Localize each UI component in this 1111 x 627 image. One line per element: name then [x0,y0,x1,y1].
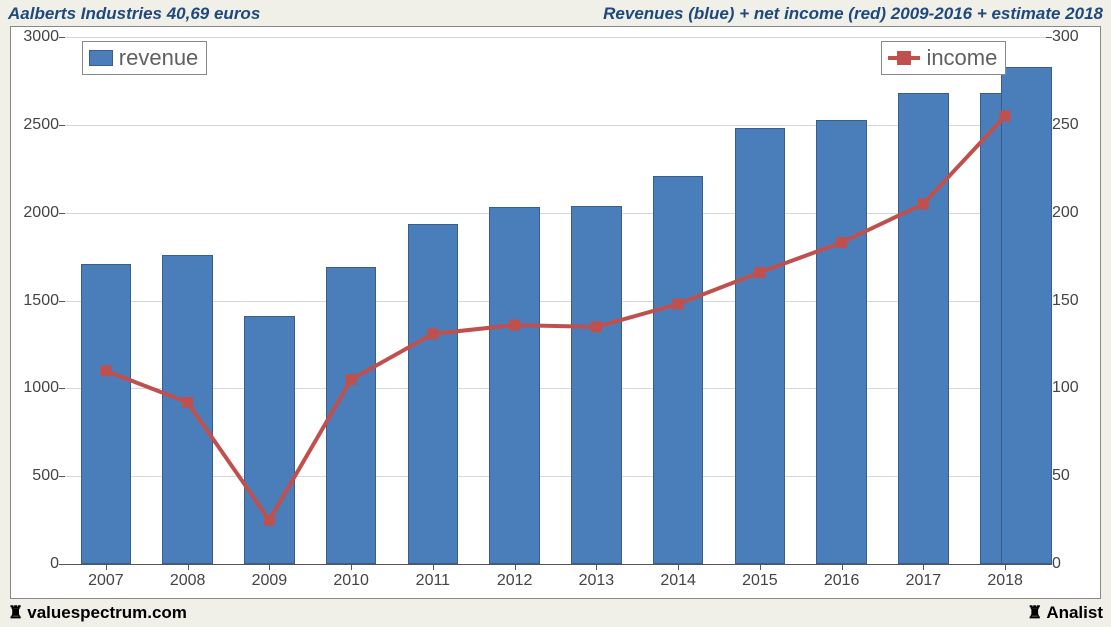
y-axis-left-label: 1000 [11,379,59,397]
y-axis-right-label: 250 [1052,116,1100,134]
chart-title-left: Aalberts Industries 40,69 euros [8,4,260,24]
income-marker-2016 [836,237,847,248]
x-axis-label: 2008 [170,572,206,590]
x-axis-label: 2016 [824,572,860,590]
x-axis-line [65,564,1046,565]
plot-area: 0500100015002000250030000501001502002503… [65,37,1046,564]
income-marker-2007 [100,365,111,376]
income-marker-2018 [1000,111,1011,122]
legend-income: income [881,41,1006,75]
income-marker-2012 [509,320,520,331]
legend-revenue: revenue [82,41,208,75]
income-marker-2009 [264,515,275,526]
legend-income-swatch [888,50,920,66]
x-axis-label: 2013 [579,572,615,590]
y-axis-left-label: 3000 [11,28,59,46]
income-marker-2013 [591,321,602,332]
income-marker-2014 [673,299,684,310]
legend-revenue-label: revenue [119,45,199,71]
y-axis-right-label: 300 [1052,28,1100,46]
income-marker-2010 [346,374,357,385]
x-axis-label: 2017 [906,572,942,590]
y-axis-left-label: 0 [11,555,59,573]
y-axis-right-label: 100 [1052,379,1100,397]
y-axis-right-label: 50 [1052,467,1100,485]
y-axis-right-label: 200 [1052,204,1100,222]
chart-container: 0 500 1000 1500 2000 2500 3000 0 50 100 150 200 250 3… [10,26,1101,599]
x-axis-label: 2007 [88,572,124,590]
income-marker-2011 [427,328,438,339]
x-axis-label: 2012 [497,572,533,590]
x-axis-label: 2015 [742,572,778,590]
rook-icon: ♜ [1027,603,1042,623]
y-axis-left-label: 1500 [11,292,59,310]
rook-icon: ♜ [8,603,23,623]
footer-left-text: valuespectrum.com [27,603,187,623]
income-marker-2017 [918,198,929,209]
legend-revenue-swatch [89,50,113,66]
y-axis-right-label: 0 [1052,555,1100,573]
y-axis-left-label: 2000 [11,204,59,222]
y-axis-right-label: 150 [1052,292,1100,310]
income-line [65,37,1046,564]
legend-income-label: income [926,45,997,71]
x-axis-label: 2018 [987,572,1023,590]
footer-right-text: Analist [1046,603,1103,623]
chart-title-right: Revenues (blue) + net income (red) 2009-… [603,4,1103,24]
x-axis-label: 2011 [416,572,450,590]
income-marker-2008 [182,397,193,408]
footer-right: ♜ Analist [1027,603,1103,623]
income-marker-2015 [754,267,765,278]
x-axis-label: 2010 [333,572,369,590]
y-axis-left-label: 2500 [11,116,59,134]
y-axis-left-label: 500 [11,467,59,485]
footer-left: ♜ valuespectrum.com [8,603,187,623]
x-axis-label: 2009 [252,572,288,590]
x-axis-label: 2014 [660,572,696,590]
